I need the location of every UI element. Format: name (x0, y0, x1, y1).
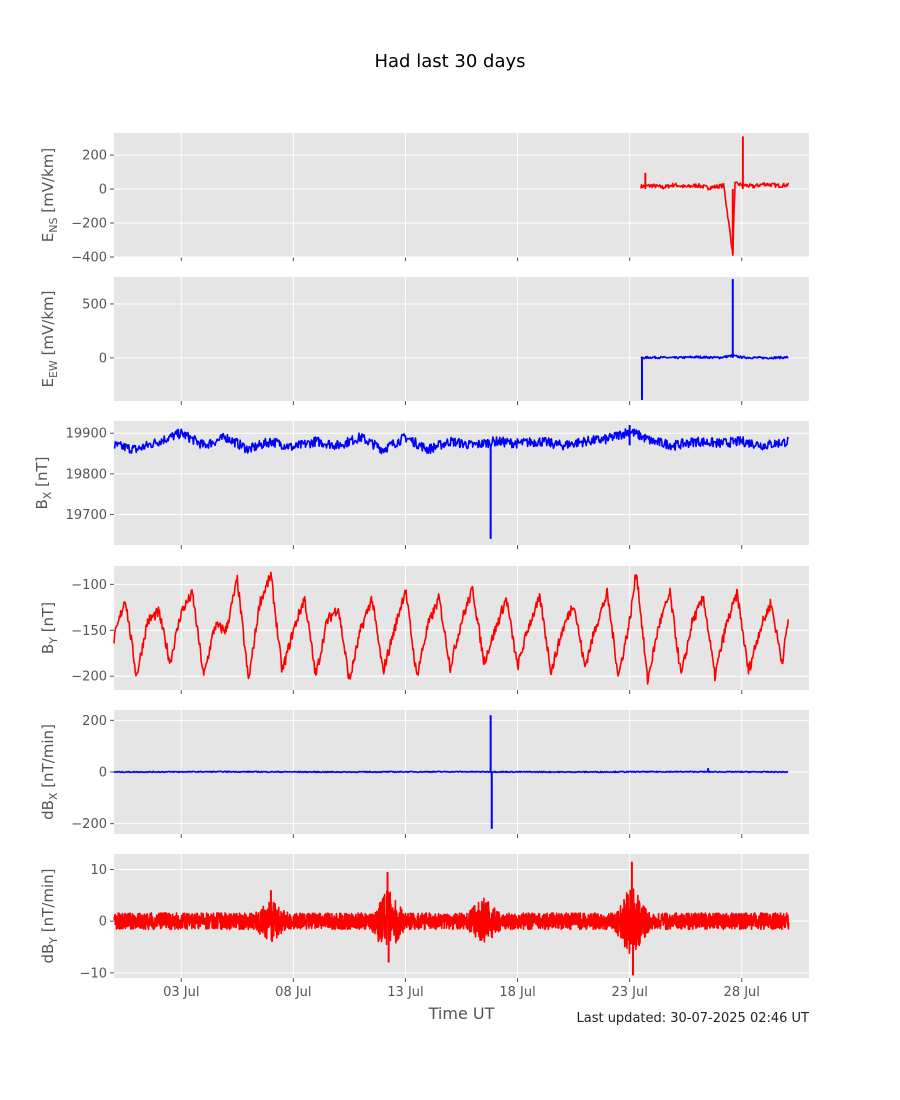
y-tick-label: 0 (99, 766, 107, 781)
y-tick-label: −200 (71, 817, 107, 832)
x-tick-label: 13 Jul (387, 985, 423, 1000)
series-line (113, 770, 789, 774)
panel-4: −200 −150 −100 BY [nT] (39, 566, 809, 694)
y-tick-label: 10 (90, 863, 107, 878)
y-axis-label: EEW [mV/km] (39, 290, 60, 387)
y-tick-label: −150 (71, 624, 107, 639)
series-line (113, 888, 790, 954)
x-axis-label: Time UT (428, 1004, 495, 1023)
panel-5: −200 0 200 dBX [nT/min] (39, 710, 809, 838)
y-tick-label: −200 (71, 217, 107, 232)
y-tick-label: 0 (99, 351, 107, 366)
y-tick-label: −400 (71, 251, 107, 266)
y-tick-label: −100 (71, 578, 107, 593)
y-tick-label: 500 (82, 297, 107, 312)
series-line (640, 181, 790, 256)
y-tick-label: 19800 (66, 467, 107, 482)
x-tick-label: 18 Jul (499, 985, 535, 1000)
series-line (113, 571, 789, 685)
x-tick-label: 28 Jul (724, 985, 760, 1000)
y-tick-label: −10 (80, 966, 107, 981)
panel-6: −10 0 10 dBY [nT/min] 03 Jul 08 Jul 13 Jul 18 J… (39, 854, 809, 1000)
y-axis-label: dBY [nT/min] (39, 868, 60, 963)
y-tick-label: −200 (71, 670, 107, 685)
y-tick-label: 200 (82, 714, 107, 729)
x-tick-label: 03 Jul (163, 985, 199, 1000)
series-line (640, 354, 789, 360)
figure-title: Had last 30 days (374, 51, 526, 72)
last-updated-footer: Last updated: 30-07-2025 02:46 UT (576, 1011, 809, 1026)
panel-background (114, 277, 809, 401)
y-axis-label: ENS [mV/km] (39, 148, 60, 242)
panel-background (114, 133, 809, 257)
panel-3: 19700 19800 19900 BX [nT] (33, 421, 809, 549)
x-tick-label: 23 Jul (611, 985, 647, 1000)
y-axis-label: BX [nT] (33, 457, 54, 510)
panel-background (114, 566, 809, 690)
y-axis-label: dBX [nT/min] (39, 724, 60, 820)
series-line (113, 428, 790, 455)
y-tick-label: 0 (99, 183, 107, 198)
x-tick-label: 08 Jul (275, 985, 311, 1000)
y-tick-label: 200 (82, 149, 107, 164)
y-tick-label: 19900 (66, 427, 107, 442)
y-tick-label: 19700 (66, 508, 107, 523)
panel-1: −400 −200 0 200 ENS [mV/km] (39, 133, 809, 266)
y-axis-label: BY [nT] (39, 602, 60, 654)
panel-2: 0 500 EEW [mV/km] (39, 277, 809, 405)
y-tick-label: 0 (99, 915, 107, 930)
